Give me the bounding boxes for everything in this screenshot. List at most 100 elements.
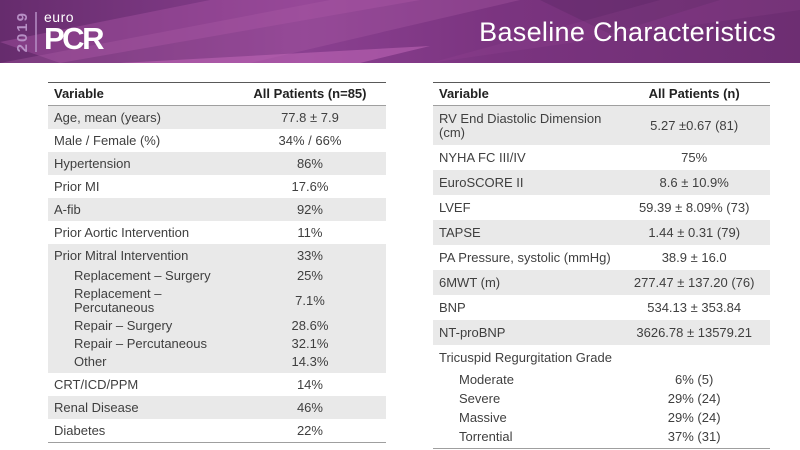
row-main-line: Renal Disease 46% xyxy=(48,396,386,419)
row-value: 33% xyxy=(296,247,323,263)
row-main-line: PA Pressure, systolic (mmHg) 38.9 ± 16.0 xyxy=(433,245,770,270)
row-label: Diabetes xyxy=(54,422,106,438)
row-label: EuroSCORE II xyxy=(439,174,524,190)
row-main-line: Hypertension 86% xyxy=(48,152,386,175)
table-row: Age, mean (years) 77.8 ± 7.9 xyxy=(48,106,386,129)
europcr-logo: 2019 euro PCR xyxy=(14,7,104,57)
table-row: NYHA FC III/IV 75% xyxy=(433,145,770,170)
row-main-line: Prior MI 17.6% xyxy=(48,175,386,198)
header-band: 2019 euro PCR Baseline Characteristics xyxy=(0,0,800,63)
row-main-line: BNP 534.13 ± 353.84 xyxy=(433,295,770,320)
table-row: A-fib 92% xyxy=(48,198,386,221)
table-row: CRT/ICD/PPM 14% xyxy=(48,373,386,396)
row-label: BNP xyxy=(439,299,466,315)
row-main-line: RV End Diastolic Dimension (cm) 5.27 ±0.6… xyxy=(433,106,770,145)
row-value: 8.6 ± 10.9% xyxy=(659,174,729,190)
baseline-table-right: Variable All Patients (n) RV End Diastolic… xyxy=(433,82,770,449)
table-row: Prior Aortic Intervention 11% xyxy=(48,221,386,244)
subrow-label: Massive xyxy=(459,409,507,425)
table-row: Hypertension 86% xyxy=(48,152,386,175)
row-value: 17.6% xyxy=(291,178,329,194)
row-label: NYHA FC III/IV xyxy=(439,149,526,165)
row-main-line: Tricuspid Regurgitation Grade xyxy=(433,345,770,370)
row-label: Renal Disease xyxy=(54,399,139,415)
row-main-line: EuroSCORE II 8.6 ± 10.9% xyxy=(433,170,770,195)
row-label: TAPSE xyxy=(439,224,481,240)
row-sub-line: Repair – Percutaneous 32.1% xyxy=(48,335,386,353)
row-label: LVEF xyxy=(439,199,471,215)
row-main-line: Diabetes 22% xyxy=(48,419,386,442)
row-value: 277.47 ± 137.20 (76) xyxy=(633,274,755,290)
row-label: RV End Diastolic Dimension (cm) xyxy=(439,110,602,140)
band-facet-3 xyxy=(430,0,800,63)
row-value: 5.27 ±0.67 (81) xyxy=(650,117,739,133)
subrow-value: 29% (24) xyxy=(667,409,721,425)
row-value: 46% xyxy=(296,399,323,415)
table-row: Prior Mitral Intervention 33% Replacement … xyxy=(48,244,386,373)
row-main-line: Age, mean (years) 77.8 ± 7.9 xyxy=(48,106,386,129)
row-value: 75% xyxy=(681,149,708,165)
row-value: 22% xyxy=(296,422,323,438)
row-sub-line: Repair – Surgery 28.6% xyxy=(48,317,386,335)
band-bottom-sliver xyxy=(120,46,430,63)
subrow-value: 7.1% xyxy=(295,293,325,308)
row-label: Hypertension xyxy=(54,155,131,171)
table-row: EuroSCORE II 8.6 ± 10.9% xyxy=(433,170,770,195)
subrow-label: Repair – Percutaneous xyxy=(74,336,207,351)
baseline-table-left: Variable All Patients (n=85) Age, mean (ye… xyxy=(48,82,386,443)
row-label: NT-proBNP xyxy=(439,324,506,340)
subrow-value: 32.1% xyxy=(291,336,329,351)
row-main-line: LVEF 59.39 ± 8.09% (73) xyxy=(433,195,770,220)
row-value: 86% xyxy=(296,155,323,171)
column-header-variable: Variable xyxy=(439,86,489,101)
subrow-label: Severe xyxy=(459,390,501,406)
table-row: Tricuspid Regurgitation Grade Moderate 6% … xyxy=(433,345,770,448)
slide-title: Baseline Characteristics xyxy=(479,17,776,47)
subrow-value: 14.3% xyxy=(291,354,329,369)
column-header-values: All Patients (n=85) xyxy=(253,86,367,101)
row-label: CRT/ICD/PPM xyxy=(54,376,139,392)
table-row: Male / Female (%) 34% / 66% xyxy=(48,129,386,152)
table-header-row: Variable All Patients (n) xyxy=(433,83,770,106)
row-label: A-fib xyxy=(54,201,81,217)
subrow-value: 6% (5) xyxy=(675,371,714,387)
row-value: 1.44 ± 0.31 (79) xyxy=(648,224,741,240)
row-main-line: Prior Aortic Intervention 11% xyxy=(48,221,386,244)
row-main-line: Male / Female (%) 34% / 66% xyxy=(48,129,386,152)
band-facet-dark xyxy=(540,0,720,34)
logo-wordmark: euro PCR xyxy=(44,10,104,54)
row-label: Tricuspid Regurgitation Grade xyxy=(439,349,612,365)
table-row: 6MWT (m) 277.47 ± 137.20 (76) xyxy=(433,270,770,295)
row-main-line: NT-proBNP 3626.78 ± 13579.21 xyxy=(433,320,770,345)
subrow-value: 37% (31) xyxy=(667,428,721,444)
row-main-line: TAPSE 1.44 ± 0.31 (79) xyxy=(433,220,770,245)
row-value: 3626.78 ± 13579.21 xyxy=(636,324,752,340)
row-sub-line: Replacement – Surgery 25% xyxy=(48,267,386,285)
subrow-label: Torrential xyxy=(459,428,513,444)
row-sub-line: Other 14.3% xyxy=(48,353,386,371)
row-main-line: NYHA FC III/IV 75% xyxy=(433,145,770,170)
subrow-label: Replacement – Surgery xyxy=(74,268,211,283)
subrow-value: 28.6% xyxy=(291,318,329,333)
subrow-value: 29% (24) xyxy=(667,390,721,406)
row-label: 6MWT (m) xyxy=(439,274,501,290)
row-main-line: 6MWT (m) 277.47 ± 137.20 (76) xyxy=(433,270,770,295)
column-header-values: All Patients (n) xyxy=(648,86,740,101)
row-value: 38.9 ± 16.0 xyxy=(661,249,727,265)
subrow-label: Other xyxy=(74,354,107,369)
row-main-line: A-fib 92% xyxy=(48,198,386,221)
row-sub-line: Severe 29% (24) xyxy=(433,389,770,408)
table-row: BNP 534.13 ± 353.84 xyxy=(433,295,770,320)
row-main-line: CRT/ICD/PPM 14% xyxy=(48,373,386,396)
row-label: Prior MI xyxy=(54,178,100,194)
band-facet-2 xyxy=(0,0,520,63)
row-label: Age, mean (years) xyxy=(54,109,161,125)
header-background-facets xyxy=(0,0,800,63)
table-row: Diabetes 22% xyxy=(48,419,386,442)
table-row: PA Pressure, systolic (mmHg) 38.9 ± 16.0 xyxy=(433,245,770,270)
subrow-label: Repair – Surgery xyxy=(74,318,173,333)
row-value: 59.39 ± 8.09% (73) xyxy=(638,199,750,215)
table-row: LVEF 59.39 ± 8.09% (73) xyxy=(433,195,770,220)
band-facet-1 xyxy=(0,0,420,63)
